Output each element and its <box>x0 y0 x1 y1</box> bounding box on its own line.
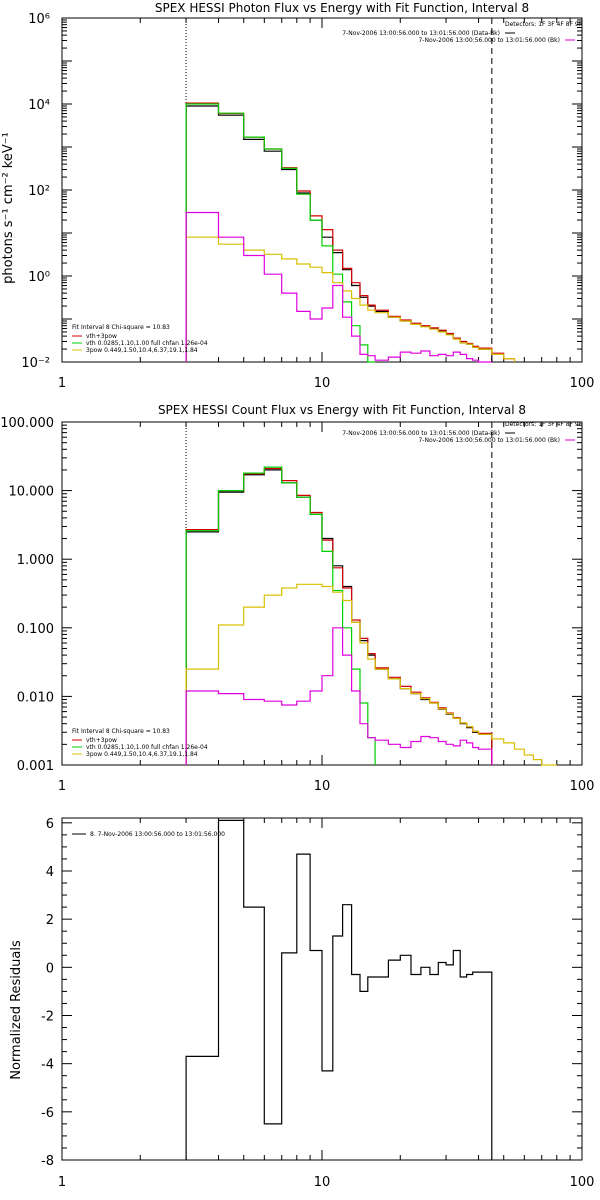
residuals-series <box>185 819 493 1160</box>
count-flux-legend-data-text: 7-Nov-2006 13:00:56.000 to 13:01:56.000 … <box>342 430 500 437</box>
y-tick-label: 100.000 <box>0 416 54 431</box>
x-tick-label: 100 <box>570 376 595 391</box>
y-tick-label: -4 <box>41 1058 54 1073</box>
y-tick-label: -2 <box>41 1009 54 1024</box>
count-flux-detectors: Detectors: 1F 3F 4F 8F 9F <box>505 421 583 428</box>
series-line-2 <box>185 466 376 765</box>
y-tick-label: 4 <box>46 865 54 880</box>
y-tick-label: 10.000 <box>9 485 55 500</box>
series-line-3 <box>185 236 516 362</box>
y-tick-label: 10² <box>28 184 50 199</box>
y-tick-label: -6 <box>41 1106 54 1121</box>
photon-flux-legend-bottom: Fit Interval 8 Chi-square = 10.83 vth+3p… <box>72 324 208 354</box>
photon-flux-fit-3pow: 3pow 0.449,1.50,10.4,6.37,19.1,1.84 <box>86 347 198 354</box>
photon-flux-fit-vth: vth 0.0285,1.10,1.00 full chfan 1.26e-04 <box>86 340 208 347</box>
y-tick-label: 0.001 <box>17 759 54 774</box>
plot-frame <box>61 421 583 766</box>
x-tick-label: 10 <box>314 1175 331 1190</box>
count-flux-fit-total: vth+3pow <box>86 737 117 744</box>
x-tick-label: 100 <box>570 779 595 794</box>
series-line-0 <box>185 469 493 765</box>
series-line-4 <box>185 627 493 765</box>
residuals-panel: Normalized Residuals 1 10 100-8-6-4-20246 … <box>9 817 594 1190</box>
photon-flux-ylabel: photons s⁻¹ cm⁻² keV⁻¹ <box>1 132 16 284</box>
series-line-4 <box>185 211 492 363</box>
count-flux-legend-bottom: Fit Interval 8 Chi-square = 10.83 vth+3p… <box>72 728 208 758</box>
series-line-1 <box>185 102 516 362</box>
series-line-2 <box>185 103 376 363</box>
photon-flux-legend-bk-text: 7-Nov-2006 13:00:56.000 to 13:01:56.000 … <box>418 37 560 44</box>
x-tick-label: 100 <box>570 1175 595 1190</box>
count-flux-title: SPEX HESSI Count Flux vs Energy with Fit… <box>158 403 526 417</box>
series-line-3 <box>185 583 557 766</box>
count-flux-fit-3pow: 3pow 0.449,1.50,10.4,6.37,19.1,1.84 <box>86 751 198 758</box>
x-tick-label: 1 <box>58 1175 66 1190</box>
x-tick-label: 10 <box>314 376 331 391</box>
y-tick-label: 1.000 <box>17 553 54 568</box>
count-flux-fit-header: Fit Interval 8 Chi-square = 10.83 <box>72 728 170 735</box>
y-tick-label: 0.010 <box>17 690 54 705</box>
y-tick-label: 6 <box>46 817 54 832</box>
y-tick-label: 10⁴ <box>28 98 50 113</box>
photon-flux-legend-data-text: 7-Nov-2006 13:00:56.000 to 13:01:56.000 … <box>342 30 500 37</box>
photon-flux-fit-header: Fit Interval 8 Chi-square = 10.83 <box>72 324 170 331</box>
y-tick-label: 0 <box>46 961 54 976</box>
series-line-0 <box>185 105 493 362</box>
photon-flux-detectors: Detectors: 1F 3F 4F 8F 9F <box>505 21 583 28</box>
residuals-ylabel: Normalized Residuals <box>9 940 24 1080</box>
series-line-1 <box>185 467 493 765</box>
photon-flux-axes: 1 10 100 10⁻² 10⁰ 10² 10⁴ 10⁶ <box>21 12 594 391</box>
y-tick-label: 10⁶ <box>28 12 50 27</box>
count-flux-axes: 1 10 100 0.001 0.010 0.100 1.000 10.000 100.000 <box>0 416 594 794</box>
count-flux-panel: SPEX HESSI Count Flux vs Energy with Fit… <box>0 403 594 794</box>
count-flux-legend-top: 7-Nov-2006 13:00:56.000 to 13:01:56.000 … <box>342 430 575 444</box>
count-flux-series <box>185 466 557 766</box>
x-tick-label: 10 <box>314 779 331 794</box>
photon-flux-series <box>185 102 516 363</box>
y-tick-label: 10⁻² <box>21 356 50 371</box>
residuals-axes: 1 10 100 -8 -6 -4 -2 0 2 4 6 <box>41 817 594 1190</box>
y-tick-label: -8 <box>41 1154 54 1169</box>
x-tick-label: 1 <box>58 779 66 794</box>
residuals-legend: 8. 7-Nov-2006 13:00:56.000 to 13:01:56.0… <box>90 831 225 838</box>
count-flux-fit-vth: vth 0.0285,1.10,1.00 full chfan 1.26e-04 <box>86 744 208 751</box>
photon-flux-legend-top: 7-Nov-2006 13:00:56.000 to 13:01:56.000 … <box>342 30 575 44</box>
photon-flux-panel: SPEX HESSI Photon Flux vs Energy with Fi… <box>1 1 594 391</box>
photon-flux-title: SPEX HESSI Photon Flux vs Energy with Fi… <box>155 1 529 15</box>
y-tick-label: 2 <box>46 913 54 928</box>
x-tick-label: 1 <box>58 376 66 391</box>
y-tick-label: 10⁰ <box>28 270 50 285</box>
photon-flux-fit-total: vth+3pow <box>86 333 117 340</box>
count-flux-legend-bk-text: 7-Nov-2006 13:00:56.000 to 13:01:56.000 … <box>418 437 560 444</box>
series-line-0 <box>185 819 493 1160</box>
y-tick-label: 0.100 <box>17 622 54 637</box>
